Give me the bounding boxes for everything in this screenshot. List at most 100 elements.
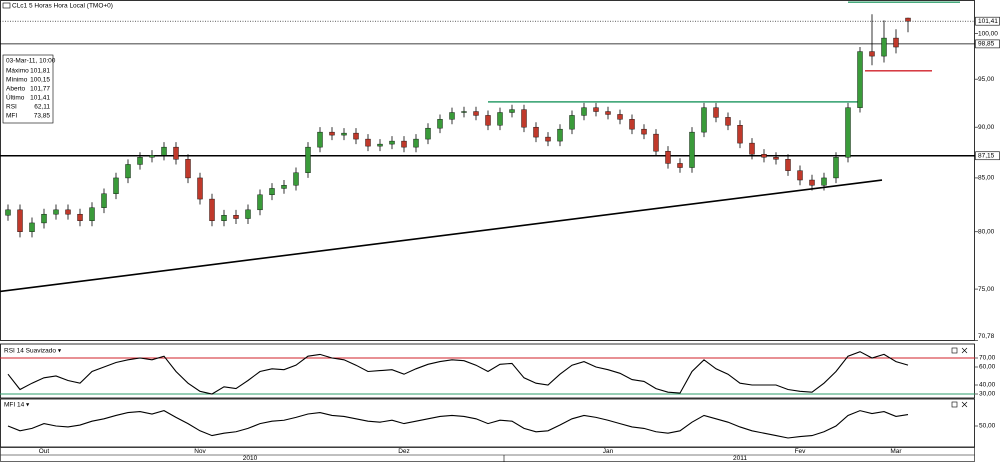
chart-title: CLc1 5 Horas Hora Local (TMO+0) — [12, 3, 113, 10]
candle-body — [629, 119, 635, 130]
candle-body — [509, 109, 515, 113]
x-tick-label: Mar — [890, 448, 902, 455]
year-label: 2011 — [733, 455, 747, 462]
candle-body — [389, 140, 395, 145]
candle-body — [881, 37, 887, 57]
candle-body — [737, 125, 743, 144]
info-label: Aberto — [6, 86, 26, 93]
candle-body — [89, 207, 95, 221]
indicator-line — [7, 410, 909, 439]
y-tick-label: 40,00 — [979, 382, 996, 389]
mfi-title[interactable]: MFI 14 ▾ — [4, 402, 30, 409]
info-label: Mínimo — [6, 77, 28, 84]
candle-body — [425, 127, 431, 140]
candle-body — [17, 209, 23, 232]
candle-body — [245, 209, 251, 219]
candle-body — [365, 138, 371, 147]
x-tick-label: Nov — [194, 448, 206, 455]
candle-body — [557, 128, 563, 142]
candle-body — [785, 159, 791, 171]
candle-body — [473, 111, 479, 116]
candle-body — [581, 107, 587, 116]
x-tick-label: Dez — [398, 448, 410, 455]
price-tag-label: 98,85 — [978, 41, 995, 48]
candle-body — [497, 112, 503, 126]
candle-body — [809, 179, 815, 186]
candle-body — [665, 150, 671, 164]
info-label: RSI — [6, 104, 17, 111]
candle-body — [413, 138, 419, 148]
close-button[interactable] — [961, 347, 968, 354]
candle-body — [377, 143, 383, 147]
y-tick-label: 60,00 — [979, 364, 996, 371]
candle-body — [653, 133, 659, 152]
close-button[interactable] — [961, 401, 968, 408]
maximize-button[interactable] — [951, 347, 958, 354]
candle-body — [77, 213, 83, 221]
trend-line — [0, 179, 883, 293]
x-axis — [0, 447, 975, 462]
y-tick-label: 75,00 — [978, 286, 995, 293]
info-label: Máximo — [6, 68, 29, 75]
candle-body — [593, 107, 599, 112]
candle-body — [905, 17, 911, 22]
candle-body — [257, 194, 263, 211]
chart-icon[interactable] — [2, 2, 11, 9]
candle-body — [161, 146, 167, 156]
candle-body — [29, 222, 35, 232]
candle-body — [401, 140, 407, 148]
y-tick-label: 85,00 — [978, 175, 995, 182]
candle-body — [317, 131, 323, 148]
info-value: 101,77 — [30, 86, 50, 93]
candle-body — [677, 163, 683, 168]
candle-body — [545, 136, 551, 142]
rsi-title[interactable]: RSI 14 Suavizado ▾ — [4, 348, 62, 355]
y-tick-label: 100,00 — [978, 30, 998, 37]
candle-body — [113, 177, 119, 194]
candle-body — [485, 115, 491, 126]
candle-body — [281, 185, 287, 189]
candle-body — [41, 213, 47, 224]
candle-body — [713, 107, 719, 118]
candle-body — [197, 177, 203, 200]
price-panel — [0, 0, 975, 341]
candle-body — [533, 126, 539, 138]
candle-body — [329, 131, 335, 136]
info-frame — [2, 54, 54, 124]
candle-body — [845, 107, 851, 158]
candle-body — [617, 114, 623, 120]
info-label: Último — [6, 93, 25, 102]
candle-body — [893, 37, 899, 48]
candle-body — [185, 159, 191, 179]
info-date: 03-Mar-11, 10:00 — [6, 58, 56, 65]
y-tick-label: 80,00 — [978, 228, 995, 235]
candle-body — [821, 177, 827, 186]
y-tick-label: 95,00 — [978, 76, 995, 83]
maximize-button[interactable] — [951, 401, 958, 408]
indicator-line — [7, 351, 909, 395]
x-tick-label: Out — [39, 448, 50, 455]
candle-body — [461, 111, 467, 113]
candle-body — [701, 107, 707, 133]
x-tick-label: Fev — [795, 448, 807, 455]
candle-body — [65, 209, 71, 215]
info-label: MFI — [6, 113, 17, 120]
candle-body — [209, 198, 215, 221]
candle-body — [353, 132, 359, 140]
price-tag-label: 101,41 — [978, 18, 998, 25]
info-value: 100,15 — [30, 77, 50, 84]
y-tick-label: 30,00 — [979, 391, 996, 398]
candle-body — [341, 132, 347, 136]
price-tag-label: 87,15 — [978, 152, 995, 159]
candle-body — [101, 193, 107, 208]
candle-body — [833, 157, 839, 179]
candle-body — [221, 215, 227, 221]
candle-body — [137, 157, 143, 165]
candle-body — [437, 119, 443, 129]
candle-body — [5, 209, 11, 216]
candle-body — [869, 51, 875, 57]
candle-body — [749, 142, 755, 155]
x-tick-label: Jan — [603, 448, 614, 455]
